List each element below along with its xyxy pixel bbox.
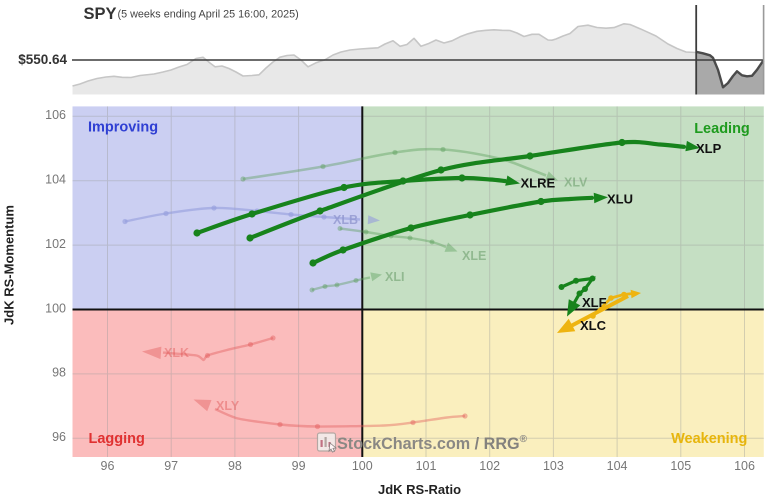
- svg-text:StockCharts.com / RRG®: StockCharts.com / RRG®: [337, 434, 528, 453]
- svg-text:101: 101: [416, 459, 437, 473]
- svg-text:XLC: XLC: [580, 318, 607, 333]
- svg-text:104: 104: [45, 173, 66, 187]
- svg-text:105: 105: [670, 459, 691, 473]
- svg-text:103: 103: [543, 459, 564, 473]
- svg-text:XLB: XLB: [333, 213, 358, 227]
- svg-text:XLY: XLY: [216, 399, 240, 413]
- svg-text:XLRE: XLRE: [521, 176, 556, 191]
- svg-text:99: 99: [292, 459, 306, 473]
- svg-text:XLK: XLK: [164, 346, 189, 360]
- svg-text:XLF: XLF: [582, 295, 607, 310]
- svg-text:XLP: XLP: [696, 141, 722, 156]
- svg-text:$550.64: $550.64: [18, 52, 67, 67]
- svg-text:100: 100: [352, 459, 373, 473]
- svg-text:96: 96: [101, 459, 115, 473]
- svg-text:JdK RS-Ratio: JdK RS-Ratio: [378, 482, 461, 497]
- svg-text:102: 102: [45, 237, 66, 251]
- svg-text:106: 106: [45, 108, 66, 122]
- svg-text:106: 106: [734, 459, 755, 473]
- svg-text:(5 weeks ending April 25 16:00: (5 weeks ending April 25 16:00, 2025): [118, 9, 299, 21]
- svg-text:100: 100: [45, 301, 66, 315]
- svg-text:104: 104: [607, 459, 628, 473]
- svg-text:96: 96: [52, 430, 66, 444]
- svg-text:Lagging: Lagging: [89, 431, 145, 447]
- svg-text:98: 98: [228, 459, 242, 473]
- svg-text:XLU: XLU: [607, 192, 633, 207]
- svg-text:98: 98: [52, 366, 66, 380]
- svg-text:XLV: XLV: [564, 176, 588, 190]
- svg-text:XLI: XLI: [385, 270, 404, 284]
- svg-text:SPY: SPY: [84, 5, 117, 23]
- svg-text:102: 102: [479, 459, 500, 473]
- svg-text:Weakening: Weakening: [671, 431, 747, 447]
- svg-text:XLE: XLE: [462, 249, 486, 263]
- svg-text:Leading: Leading: [694, 121, 750, 137]
- svg-text:97: 97: [164, 459, 178, 473]
- svg-text:Improving: Improving: [88, 120, 158, 136]
- svg-text:JdK RS-Momentum: JdK RS-Momentum: [2, 205, 17, 325]
